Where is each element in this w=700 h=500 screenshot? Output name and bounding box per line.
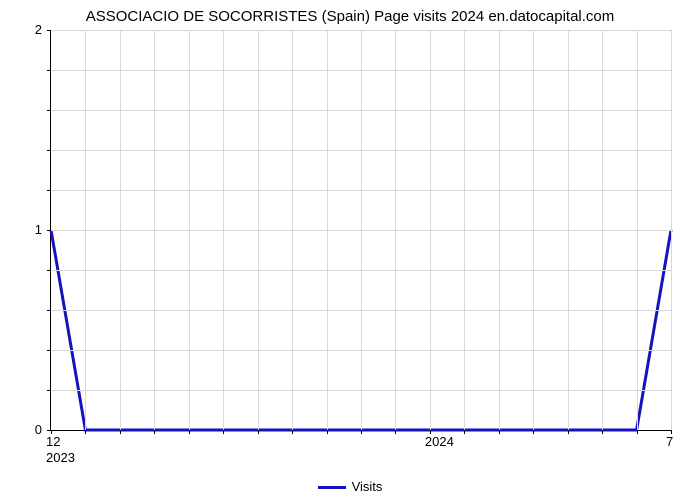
x-minor-tick [120,430,121,434]
x-minor-tick [189,430,190,434]
x-minor-tick [637,430,638,434]
y-minor-tick [47,310,51,311]
x-minor-tick [292,430,293,434]
y-minor-tick [47,110,51,111]
x-tick-label: 7 [666,434,673,449]
y-minor-tick [47,30,51,31]
x-minor-tick [395,430,396,434]
chart-container: { "chart": { "type": "line", "title": "A… [0,0,700,500]
y-minor-tick [47,270,51,271]
x-minor-tick [361,430,362,434]
legend-swatch [318,486,346,489]
y-minor-tick [47,230,51,231]
x-minor-tick [602,430,603,434]
grid-h-line [51,230,671,231]
grid-h-line [51,150,671,151]
grid-h-line [51,270,671,271]
x-minor-tick [223,430,224,434]
plot-area [50,30,671,431]
chart-title: ASSOCIACIO DE SOCORRISTES (Spain) Page v… [0,8,700,25]
x-minor-tick [258,430,259,434]
legend-label: Visits [352,479,383,494]
x-minor-tick [499,430,500,434]
y-minor-tick [47,350,51,351]
grid-v-line [671,30,672,430]
x-minor-tick [85,430,86,434]
y-tick-label: 1 [22,222,42,237]
grid-h-line [51,70,671,71]
x-tick-sublabel: 2023 [46,450,75,465]
grid-h-line [51,30,671,31]
x-minor-tick [568,430,569,434]
y-minor-tick [47,190,51,191]
grid-h-line [51,190,671,191]
legend: Visits [0,479,700,494]
x-minor-tick [533,430,534,434]
x-minor-tick [464,430,465,434]
y-tick-label: 2 [22,22,42,37]
grid-h-line [51,310,671,311]
x-minor-tick [154,430,155,434]
y-minor-tick [47,390,51,391]
y-minor-tick [47,70,51,71]
y-tick-label: 0 [22,422,42,437]
x-tick-label: 2024 [425,434,454,449]
x-tick-label: 12 [46,434,60,449]
grid-h-line [51,390,671,391]
y-minor-tick [47,150,51,151]
grid-h-line [51,110,671,111]
x-minor-tick [327,430,328,434]
grid-h-line [51,350,671,351]
